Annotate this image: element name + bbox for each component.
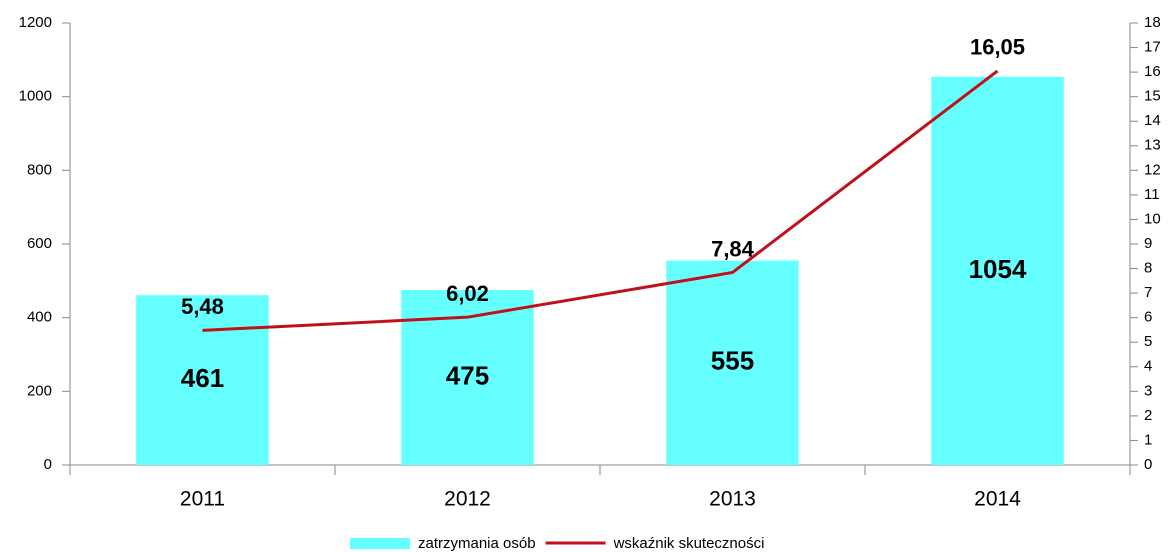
y-tick-label: 400 <box>27 309 52 326</box>
y2-tick-label: 10 <box>1144 210 1161 227</box>
y-tick-label: 800 <box>27 161 52 178</box>
bar-value-label: 461 <box>181 363 224 393</box>
y2-tick-label: 11 <box>1144 186 1160 203</box>
y2-tick-label: 5 <box>1144 333 1152 350</box>
y2-tick-label: 13 <box>1144 137 1161 154</box>
x-tick-label: 2014 <box>974 488 1021 511</box>
bar <box>931 76 1064 465</box>
y2-tick-label: 15 <box>1144 88 1161 105</box>
line-value-label: 5,48 <box>181 294 224 319</box>
y2-tick-label: 2 <box>1144 407 1152 424</box>
line-value-label: 7,84 <box>711 236 755 261</box>
y2-tick-label: 0 <box>1144 456 1152 473</box>
y2-tick-label: 6 <box>1144 309 1152 326</box>
y2-tick-label: 8 <box>1144 260 1152 277</box>
bar-value-label: 475 <box>446 360 489 390</box>
line-value-label: 16,05 <box>970 35 1025 60</box>
y2-tick-label: 9 <box>1144 235 1152 252</box>
bar <box>666 260 799 465</box>
bar-value-label: 555 <box>711 346 754 376</box>
y2-tick-label: 14 <box>1144 112 1161 129</box>
y-tick-label: 0 <box>44 456 52 473</box>
y2-tick-label: 3 <box>1144 382 1152 399</box>
y-tick-label: 600 <box>27 235 52 252</box>
line-value-label: 6,02 <box>446 281 489 306</box>
line <box>202 69 999 332</box>
y2-tick-label: 16 <box>1144 63 1161 80</box>
y2-tick-label: 18 <box>1144 14 1161 31</box>
bar <box>136 295 269 465</box>
x-tick-label: 2011 <box>180 488 225 511</box>
x-tick-label: 2013 <box>709 488 756 511</box>
y2-tick-label: 7 <box>1144 284 1152 301</box>
y2-tick-label: 1 <box>1144 431 1152 448</box>
y2-tick-label: 12 <box>1144 161 1161 178</box>
y-tick-label: 1000 <box>19 88 52 105</box>
x-tick-label: 2012 <box>444 488 491 511</box>
legend-label: zatrzymania osób <box>418 535 536 552</box>
y-tick-label: 1200 <box>19 14 52 31</box>
bar-value-label: 1054 <box>969 254 1027 284</box>
y-tick-label: 200 <box>27 382 52 399</box>
y2-tick-label: 17 <box>1144 39 1161 56</box>
y2-tick-label: 4 <box>1144 358 1152 375</box>
legend-swatch <box>350 538 410 549</box>
legend-label: wskaźnik skuteczności <box>613 535 765 552</box>
